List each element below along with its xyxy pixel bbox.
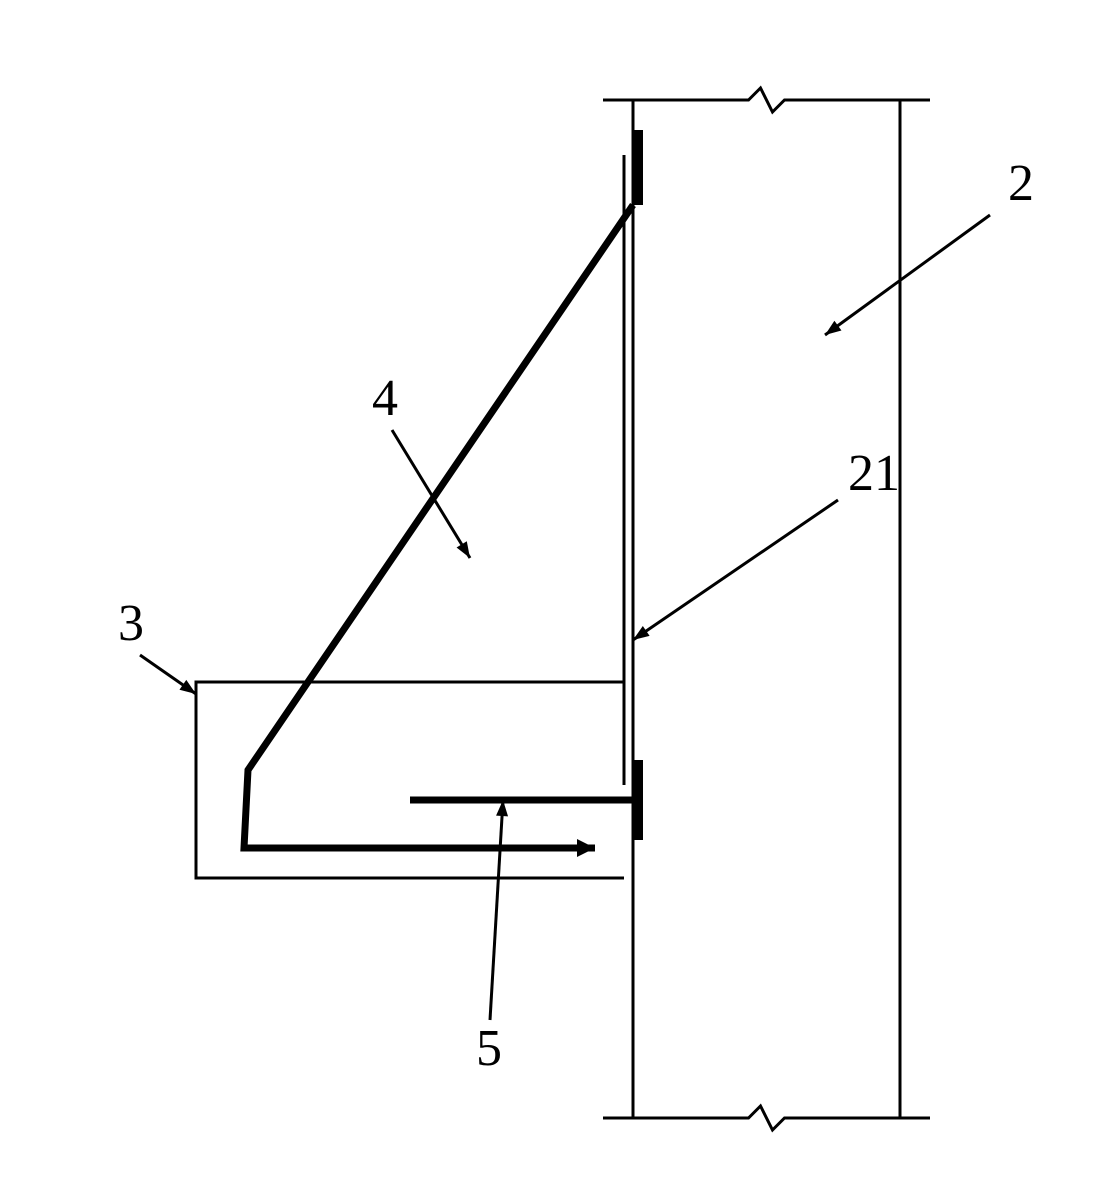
label-5: 5 [476, 1020, 502, 1077]
label-2: 2 [1008, 155, 1034, 212]
leader-2-arrow [825, 321, 841, 335]
brace-4 [244, 205, 633, 848]
column-break-bottom [633, 1106, 900, 1130]
top-attachment-plate [633, 130, 643, 205]
label-21: 21 [848, 445, 900, 502]
leader-21 [633, 500, 838, 640]
brace-4-arrow [577, 839, 595, 857]
label-3: 3 [118, 595, 144, 652]
leader-5 [490, 800, 503, 1020]
leader-4-arrow [457, 541, 470, 558]
leader-2 [825, 215, 990, 335]
engineering-diagram: 2 3 4 5 21 [0, 0, 1102, 1192]
leader-3-arrow [179, 680, 196, 694]
leader-21-arrow [633, 626, 650, 640]
column-break-top [633, 88, 900, 112]
label-4: 4 [372, 370, 398, 427]
